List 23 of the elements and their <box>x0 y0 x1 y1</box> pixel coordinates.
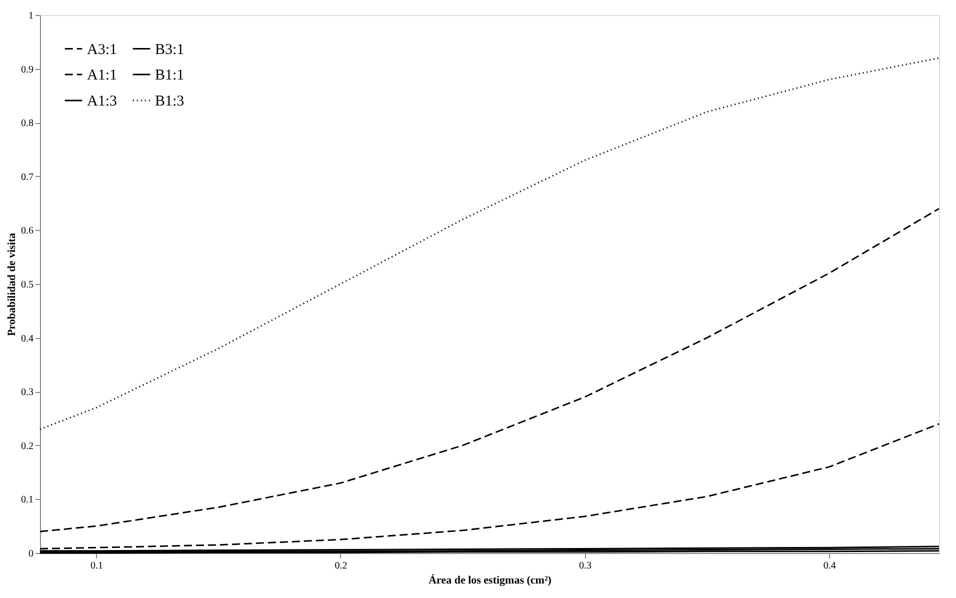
y-tick-label: 0.4 <box>21 333 34 344</box>
y-tick-label: 0.2 <box>21 440 34 452</box>
x-tick-label: 0.1 <box>90 560 103 572</box>
x-tick-label: 0.3 <box>579 560 592 572</box>
legend-label: B1:3 <box>155 94 184 110</box>
y-tick-label: 0.7 <box>21 172 34 183</box>
y-axis-title: Probabilidad de visita <box>6 232 18 336</box>
y-tick-label: 0 <box>28 548 34 560</box>
x-axis-title: Área de los estigmas (cm²) <box>428 574 552 586</box>
legend-label: A1:3 <box>87 94 117 110</box>
y-tick-label: 0.8 <box>21 118 34 130</box>
x-tick-label: 0.4 <box>823 560 836 572</box>
legend-label: B1:1 <box>155 68 184 84</box>
y-tick-label: 0.3 <box>21 387 34 398</box>
legend-label: B3:1 <box>155 42 184 58</box>
y-tick-label: 0.6 <box>21 226 34 237</box>
y-tick-label: 0.9 <box>21 64 34 76</box>
legend-label: A1:1 <box>87 68 117 84</box>
y-tick-label: 0.1 <box>21 494 34 506</box>
y-tick-label: 0.5 <box>21 280 34 290</box>
x-tick-label: 0.2 <box>334 560 348 572</box>
y-tick-label: 1 <box>28 10 34 22</box>
legend-label: A3:1 <box>87 42 117 58</box>
